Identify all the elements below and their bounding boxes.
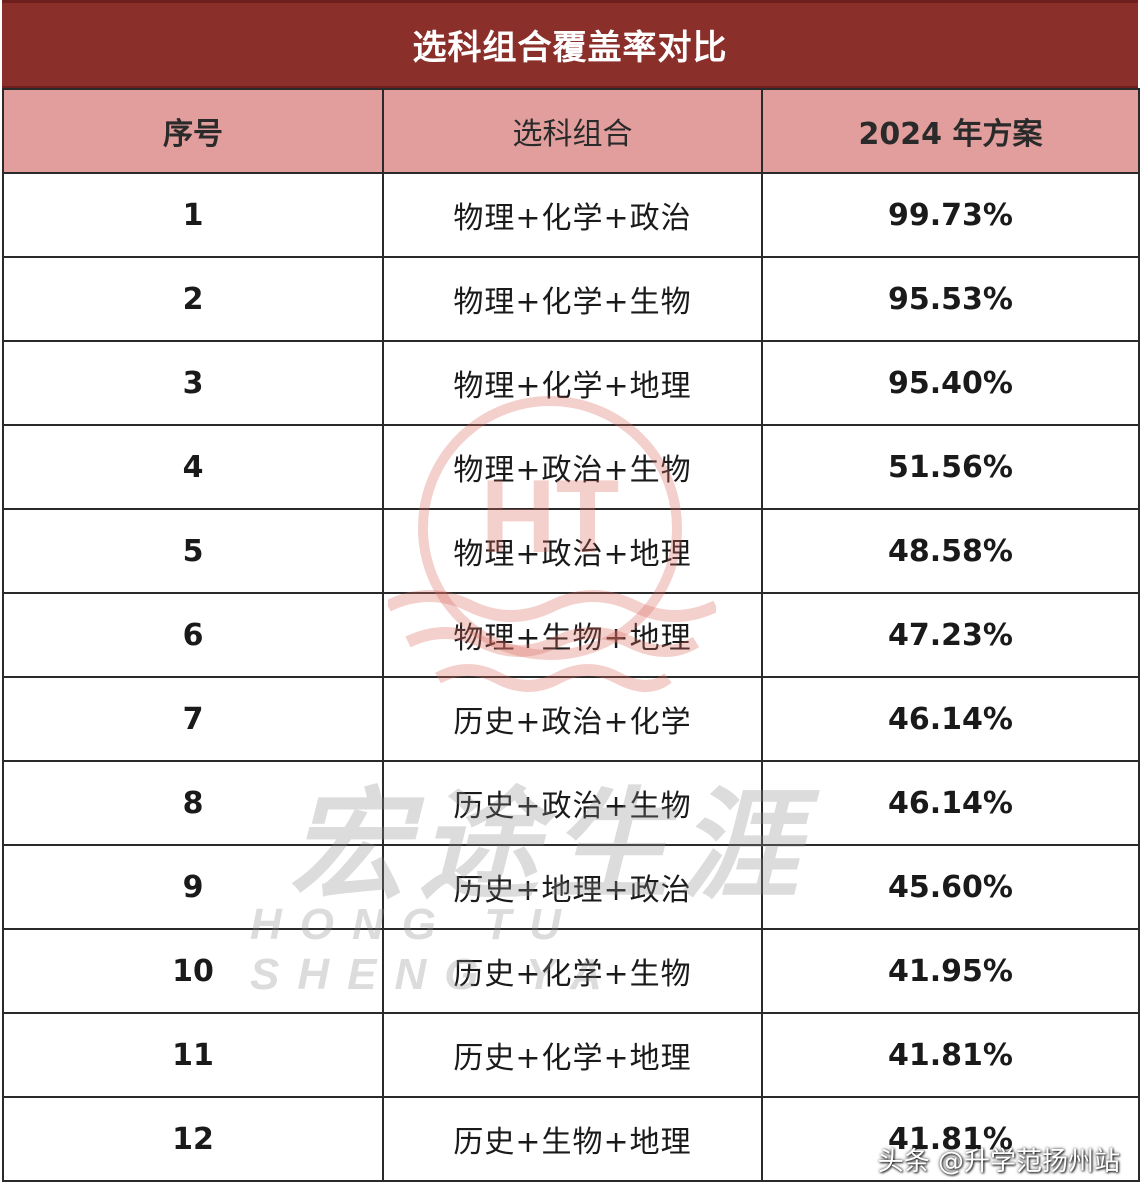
row-coverage-rate: 41.81% (761, 1012, 1140, 1098)
table-header-row: 序号 选科组合 2024 年方案 (2, 88, 1140, 174)
source-credit: 头条 @升学范扬州站 (877, 1147, 1120, 1177)
row-coverage-rate: 48.58% (761, 508, 1140, 594)
row-coverage-rate: 99.73% (761, 172, 1140, 258)
row-index: 8 (2, 760, 384, 846)
table-row: 8 历史+政治+生物 46.14% (2, 760, 1140, 846)
row-combination: 历史+政治+化学 (382, 676, 763, 762)
row-index: 11 (2, 1012, 384, 1098)
row-coverage-rate: 46.14% (761, 760, 1140, 846)
row-coverage-rate: 41.95% (761, 928, 1140, 1014)
row-index: 5 (2, 508, 384, 594)
row-index: 2 (2, 256, 384, 342)
row-combination: 物理+化学+政治 (382, 172, 763, 258)
table-row: 3 物理+化学+地理 95.40% (2, 340, 1140, 426)
header-index: 序号 (2, 88, 384, 174)
table-row: 11 历史+化学+地理 41.81% (2, 1012, 1140, 1098)
row-combination: 物理+政治+地理 (382, 508, 763, 594)
table-row: 9 历史+地理+政治 45.60% (2, 844, 1140, 930)
row-combination: 物理+化学+生物 (382, 256, 763, 342)
row-coverage-rate: 47.23% (761, 592, 1140, 678)
row-coverage-rate: 51.56% (761, 424, 1140, 510)
table-row: 12 历史+生物+地理 41.81% (2, 1096, 1140, 1182)
row-index: 10 (2, 928, 384, 1014)
table-row: 1 物理+化学+政治 99.73% (2, 172, 1140, 258)
table-row: 4 物理+政治+生物 51.56% (2, 424, 1140, 510)
table-row: 5 物理+政治+地理 48.58% (2, 508, 1140, 594)
row-combination: 历史+生物+地理 (382, 1096, 763, 1182)
table-row: 7 历史+政治+化学 46.14% (2, 676, 1140, 762)
table-row: 2 物理+化学+生物 95.53% (2, 256, 1140, 342)
row-coverage-rate: 45.60% (761, 844, 1140, 930)
row-index: 1 (2, 172, 384, 258)
row-coverage-rate: 46.14% (761, 676, 1140, 762)
row-index: 4 (2, 424, 384, 510)
header-combination: 选科组合 (382, 88, 763, 174)
row-combination: 历史+政治+生物 (382, 760, 763, 846)
table-row: 6 物理+生物+地理 47.23% (2, 592, 1140, 678)
row-coverage-rate: 41.81% (761, 1096, 1140, 1182)
row-index: 3 (2, 340, 384, 426)
table-title: 选科组合覆盖率对比 (2, 0, 1138, 88)
table-row: 10 历史+化学+生物 41.95% (2, 928, 1140, 1014)
header-2024-plan: 2024 年方案 (761, 88, 1140, 174)
row-index: 7 (2, 676, 384, 762)
row-combination: 物理+化学+地理 (382, 340, 763, 426)
coverage-table: 序号 选科组合 2024 年方案 1 物理+化学+政治 99.73% 2 物理+… (2, 88, 1140, 1182)
row-combination: 历史+化学+生物 (382, 928, 763, 1014)
row-coverage-rate: 95.53% (761, 256, 1140, 342)
row-index: 12 (2, 1096, 384, 1182)
row-index: 9 (2, 844, 384, 930)
row-combination: 物理+政治+生物 (382, 424, 763, 510)
row-coverage-rate: 95.40% (761, 340, 1140, 426)
table-container: 序号 选科组合 2024 年方案 1 物理+化学+政治 99.73% 2 物理+… (2, 88, 1140, 1198)
row-index: 6 (2, 592, 384, 678)
row-combination: 历史+化学+地理 (382, 1012, 763, 1098)
row-combination: 历史+地理+政治 (382, 844, 763, 930)
row-combination: 物理+生物+地理 (382, 592, 763, 678)
